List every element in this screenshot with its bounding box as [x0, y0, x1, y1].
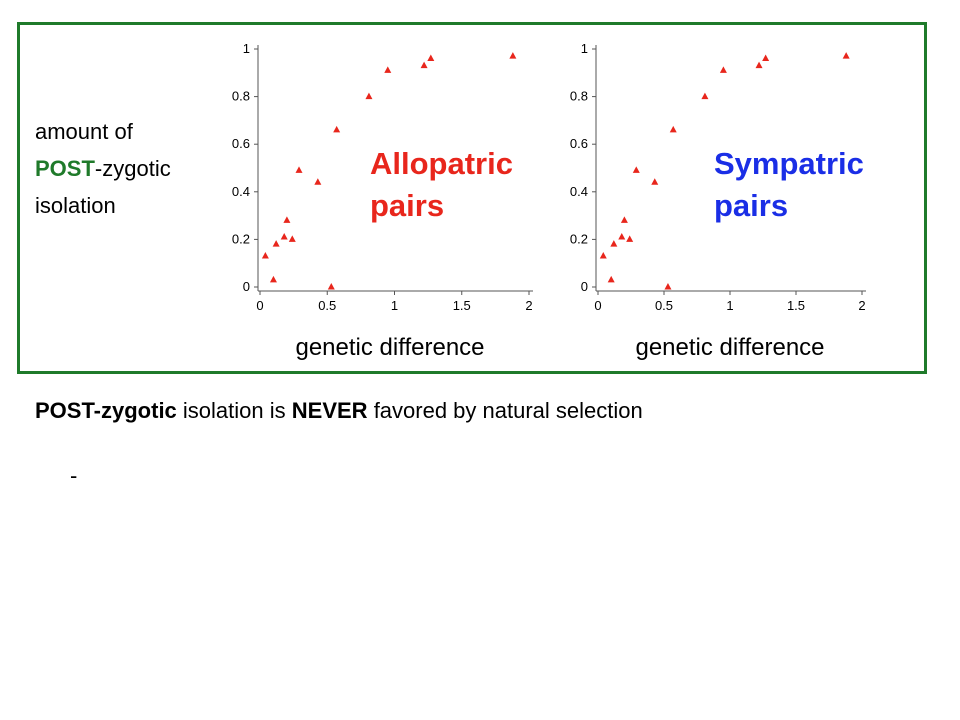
point [295, 166, 303, 173]
label-text: -zygotic [94, 156, 171, 181]
point [632, 166, 640, 173]
x-tick-label: 0 [256, 298, 263, 313]
bullet: - [70, 463, 78, 488]
label-line: POST-zygotic [35, 150, 171, 187]
y-tick-label: 0.8 [232, 89, 250, 104]
x-axis-label: genetic difference [295, 334, 485, 361]
point [384, 66, 392, 73]
y-tick-label: 0.4 [570, 184, 588, 199]
y-tick-label: 1 [581, 41, 588, 56]
point [427, 54, 435, 62]
point [314, 178, 322, 185]
y-tick-label: 0.6 [232, 136, 250, 151]
label-line: amount of [35, 119, 133, 144]
point [701, 92, 709, 100]
y-tick-label: 0.2 [232, 231, 250, 246]
y-tick-label: 0.6 [570, 136, 588, 151]
point [762, 54, 770, 62]
point [719, 66, 727, 73]
y-tick-label: 1 [243, 41, 250, 56]
point [755, 61, 763, 69]
point [420, 61, 428, 69]
x-axis-label: genetic difference [635, 334, 825, 361]
y-tick-label: 0 [581, 279, 588, 294]
y-tick-label: 0.8 [570, 89, 588, 104]
caption-bold: POST-zygotic [35, 398, 177, 423]
point [610, 240, 618, 247]
x-tick-label: 2 [525, 298, 532, 313]
y-axis-label: amount of POST-zygotic isolation [35, 113, 171, 224]
caption-text: favored by natural selection [373, 398, 643, 423]
label-emphasis: POST [35, 156, 95, 181]
point [327, 283, 335, 290]
point [269, 275, 277, 283]
point [509, 52, 517, 59]
charts: 0 0.2 0.4 0.6 0.8 1 0 0.5 1 1.5 2 0 0.2 0.4 0.6 0.8 1 0 0.… [232, 41, 866, 313]
x-tick-label: 1.5 [453, 298, 471, 313]
frame [17, 22, 927, 374]
y-tick-label: 0 [243, 279, 250, 294]
point [620, 216, 628, 223]
point [618, 233, 626, 240]
x-tick-label: 0.5 [655, 298, 673, 313]
point [365, 92, 373, 100]
x-tick-label: 2 [858, 298, 865, 313]
point [288, 235, 296, 242]
point [842, 52, 850, 59]
y-tick-label: 0.4 [232, 184, 250, 199]
point [664, 283, 672, 290]
point [333, 125, 341, 133]
point [280, 233, 288, 240]
annotation: Sympatric pairs [714, 146, 864, 223]
x-tick-label: 1 [391, 298, 398, 313]
x-tick-label: 0 [594, 298, 601, 313]
point [599, 252, 607, 259]
caption-bold: NEVER [291, 398, 368, 423]
point [261, 252, 269, 259]
point [669, 125, 677, 133]
x-tick-label: 0.5 [318, 298, 336, 313]
annotation: Allopatric pairs [370, 146, 513, 223]
x-tick-label: 1.5 [787, 298, 805, 313]
label-line: isolation [35, 193, 116, 218]
caption: POST-zygotic isolation is NEVER favored … [35, 398, 643, 424]
point [651, 178, 659, 185]
caption-text: isolation is [182, 398, 286, 423]
point [272, 240, 280, 247]
x-tick-label: 1 [726, 298, 733, 313]
point [607, 275, 615, 283]
point [626, 235, 634, 242]
point [283, 216, 291, 223]
y-tick-label: 0.2 [570, 231, 588, 246]
